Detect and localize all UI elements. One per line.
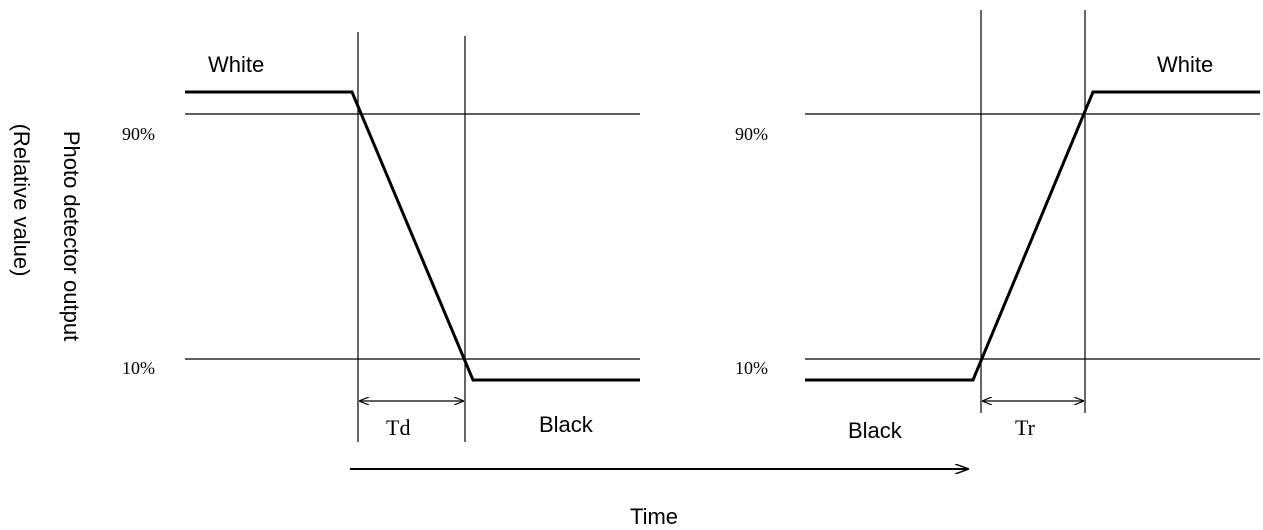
left-panel: White 90% 10% Td Black <box>122 32 640 442</box>
left-white-label: White <box>208 52 264 77</box>
left-10-label: 10% <box>122 358 155 378</box>
left-waveform <box>185 90 640 382</box>
y-axis-label-line2: (Relative value) <box>9 124 34 277</box>
right-90-label: 90% <box>735 124 768 144</box>
right-white-label: White <box>1157 52 1213 77</box>
left-90-label: 90% <box>122 124 155 144</box>
left-black-label: Black <box>539 412 594 437</box>
right-waveform <box>805 90 1260 382</box>
right-10-label: 10% <box>735 358 768 378</box>
x-axis-label: Time <box>630 504 678 529</box>
right-panel: White 90% 10% Tr Black <box>735 10 1260 443</box>
tr-label: Tr <box>1015 415 1036 440</box>
td-label: Td <box>386 415 410 440</box>
right-black-label: Black <box>848 418 903 443</box>
y-axis-label-line1: Photo detector output <box>59 131 84 341</box>
